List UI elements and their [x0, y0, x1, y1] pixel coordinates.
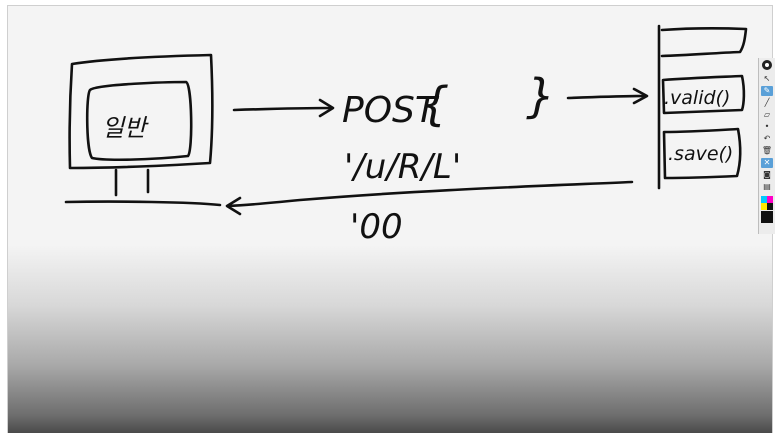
server-stack	[657, 24, 748, 190]
select-icon[interactable]: ↖	[763, 74, 771, 83]
camera-icon[interactable]: ◙	[763, 170, 771, 179]
drawing-toolbar: ↖ ✎ ╱ ▱ • ↶ 🗑 ✕ ◙ ▤	[758, 58, 775, 234]
response-arrow-line	[226, 180, 634, 208]
clear-icon[interactable]: ✕	[761, 158, 773, 168]
page-icon[interactable]: ▤	[763, 182, 771, 191]
toolbar-buttons: ↖ ✎ ╱ ▱ • ↶ 🗑 ✕ ◙ ▤	[761, 73, 773, 193]
server-arrow-line	[566, 94, 648, 100]
color-swatch[interactable]	[761, 203, 767, 210]
valid-call-label: .valid()	[664, 87, 730, 109]
screen-label: 일반	[102, 114, 149, 142]
color-swatch[interactable]	[761, 196, 767, 203]
settings-icon[interactable]	[762, 60, 772, 70]
request-body-open-brace: {	[420, 77, 449, 131]
client-monitor	[64, 53, 222, 207]
request-arrow-line	[232, 106, 334, 112]
request-method-label: POST	[342, 90, 440, 131]
dot-icon[interactable]: •	[764, 122, 770, 131]
request-arrow-head	[318, 98, 335, 118]
request-body-close-brace: }	[526, 69, 555, 123]
color-swatch[interactable]	[767, 203, 773, 210]
server-arrow-head	[632, 87, 649, 105]
current-color-indicator[interactable]	[761, 211, 773, 223]
pen-icon[interactable]: ✎	[761, 86, 773, 96]
server-save-box	[662, 127, 742, 180]
server-valid-box	[661, 74, 746, 115]
response-arrow-head	[225, 196, 242, 216]
url-path-label: '/u/R/L'	[344, 147, 461, 187]
whiteboard-canvas[interactable]	[7, 5, 773, 433]
line-icon[interactable]: ╱	[764, 98, 770, 107]
monitor-frame	[68, 53, 214, 170]
undo-icon[interactable]: ↶	[763, 134, 771, 143]
color-swatch[interactable]	[767, 196, 773, 203]
save-call-label: .save()	[668, 143, 733, 165]
delete-icon[interactable]: 🗑	[761, 146, 773, 155]
eraser-icon[interactable]: ▱	[763, 110, 771, 119]
monitor-screen	[85, 80, 193, 162]
server-top-box	[660, 27, 748, 58]
response-code-label: '00	[350, 207, 403, 247]
color-swatches	[761, 196, 773, 210]
monitor-base-line	[64, 200, 222, 207]
